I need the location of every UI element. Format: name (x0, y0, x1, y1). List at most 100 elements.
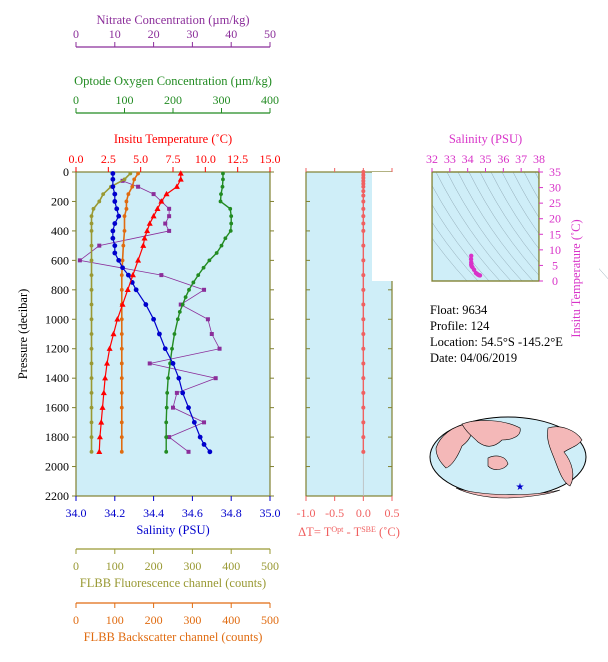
salinity-tick-label: 34.6 (182, 506, 203, 520)
salinity-point (197, 434, 203, 440)
salinity-point (133, 287, 139, 293)
delta-label-part: - T (343, 525, 361, 539)
nitrate-point (202, 287, 207, 292)
backscatter-point (120, 258, 125, 263)
delta-point (361, 172, 366, 177)
ts-sal-tick-label: 32 (426, 152, 438, 166)
pressure-tick-label: 1200 (45, 342, 69, 356)
salinity-point (112, 221, 118, 226)
fluorescence-point (89, 361, 94, 366)
salinity-point (157, 331, 162, 337)
oxygen-point (191, 280, 196, 285)
salinity-point (114, 206, 120, 212)
ts-temp-tick-label: 15 (549, 227, 561, 241)
temperature-point (135, 257, 142, 263)
fluorescence-point (89, 229, 94, 233)
delta-point (361, 243, 366, 248)
nitrate-point (136, 184, 141, 189)
nitrate-tick-label: 20 (148, 27, 160, 41)
temperature-point (104, 360, 111, 366)
backscatter-tick-label: 500 (261, 613, 279, 627)
oxygen-point (229, 221, 234, 226)
salinity-tick-label: 34.0 (66, 506, 87, 520)
nitrate-point (147, 361, 152, 366)
ts-point (468, 257, 474, 262)
delta-point (361, 302, 366, 307)
nitrate-point (167, 228, 172, 233)
oxygen-series-line (165, 173, 232, 452)
delta-point (361, 214, 366, 219)
pressure-tick-label: 1600 (45, 401, 69, 415)
backscatter-point (119, 449, 124, 454)
backscatter-point (119, 420, 124, 425)
delta-point (361, 390, 366, 395)
backscatter-point (119, 346, 124, 351)
fluorescence-point (89, 317, 94, 322)
oxygen-point (187, 287, 191, 292)
pressure-tick-label: 1800 (45, 430, 69, 444)
backscatter-tick-label: 0 (73, 613, 79, 627)
nitrate-point (77, 258, 82, 263)
ts-sal-tick-label: 35 (480, 152, 492, 166)
ts-density-contour (446, 171, 523, 282)
temperature-point (177, 170, 184, 176)
pressure-tick-label: 2200 (45, 489, 69, 503)
backscatter-point (119, 391, 124, 395)
delta-point (361, 181, 366, 186)
fluorescence-point (89, 405, 94, 410)
temperature-point (129, 271, 136, 278)
temperature-point (158, 198, 165, 204)
temperature-point (96, 448, 103, 455)
world-map: ★ (429, 416, 587, 499)
nitrate-point (97, 243, 102, 248)
oxygen-point (218, 199, 223, 204)
oxygen-point (214, 251, 219, 255)
temperature-tick-label: 12.5 (227, 152, 248, 166)
fluorescence-tick-label: 100 (106, 559, 124, 573)
fluorescence-point (89, 391, 94, 395)
delta-point (361, 175, 366, 180)
delta-point (361, 376, 366, 381)
temperature-point (106, 345, 113, 351)
delta-point (361, 221, 366, 226)
fluorescence-tick-label: 0 (73, 559, 79, 573)
temperature-point (119, 301, 126, 307)
delta-point (361, 228, 366, 233)
fluorescence-axis-label: FLBB Fluorescence channel (counts) (80, 576, 266, 590)
oxygen-point (219, 192, 223, 196)
pressure-tick-label: 1400 (45, 371, 69, 385)
salinity-point (110, 176, 116, 182)
salinity-point (110, 184, 116, 190)
profiles-chart: 0200400600800100012001400160018002000220… (16, 13, 281, 644)
ts-density-contour (457, 171, 534, 282)
oxygen-tick-label: 300 (213, 93, 231, 107)
oxygen-tick-label: 0 (73, 93, 79, 107)
oxygen-point (221, 171, 225, 176)
backscatter-tick-label: 100 (106, 613, 124, 627)
temperature-point (144, 227, 151, 234)
backscatter-axis-label: FLBB Backscatter channel (counts) (84, 630, 263, 644)
temperature-point (154, 205, 161, 212)
delta-tick-label: -0.5 (325, 506, 344, 520)
ts-temp-tick-label: 5 (552, 258, 558, 272)
nitrate-point (209, 332, 214, 336)
fluorescence-point (89, 273, 94, 277)
fluorescence-point (89, 420, 94, 425)
fluorescence-point (128, 171, 133, 176)
fluorescence-tick-label: 200 (145, 559, 163, 573)
salinity-axis-label: Salinity (PSU) (136, 523, 209, 537)
delta-point (361, 170, 366, 174)
salinity-point (110, 171, 116, 176)
salinity-point (125, 272, 131, 278)
backscatter-point (122, 214, 127, 219)
temperature-tick-label: 2.5 (101, 152, 116, 166)
map-land-antarctica (455, 487, 561, 499)
oxygen-axis-label: Optode Oxygen Concentration (µm/kg) (74, 74, 272, 88)
nitrate-tick-label: 0 (73, 27, 79, 41)
salinity-point (110, 228, 116, 234)
fluorescence-point (91, 206, 96, 211)
fluorescence-point (89, 287, 94, 292)
delta-point (361, 193, 366, 198)
ts-density-contour (468, 171, 545, 282)
oxygen-point (228, 206, 233, 211)
